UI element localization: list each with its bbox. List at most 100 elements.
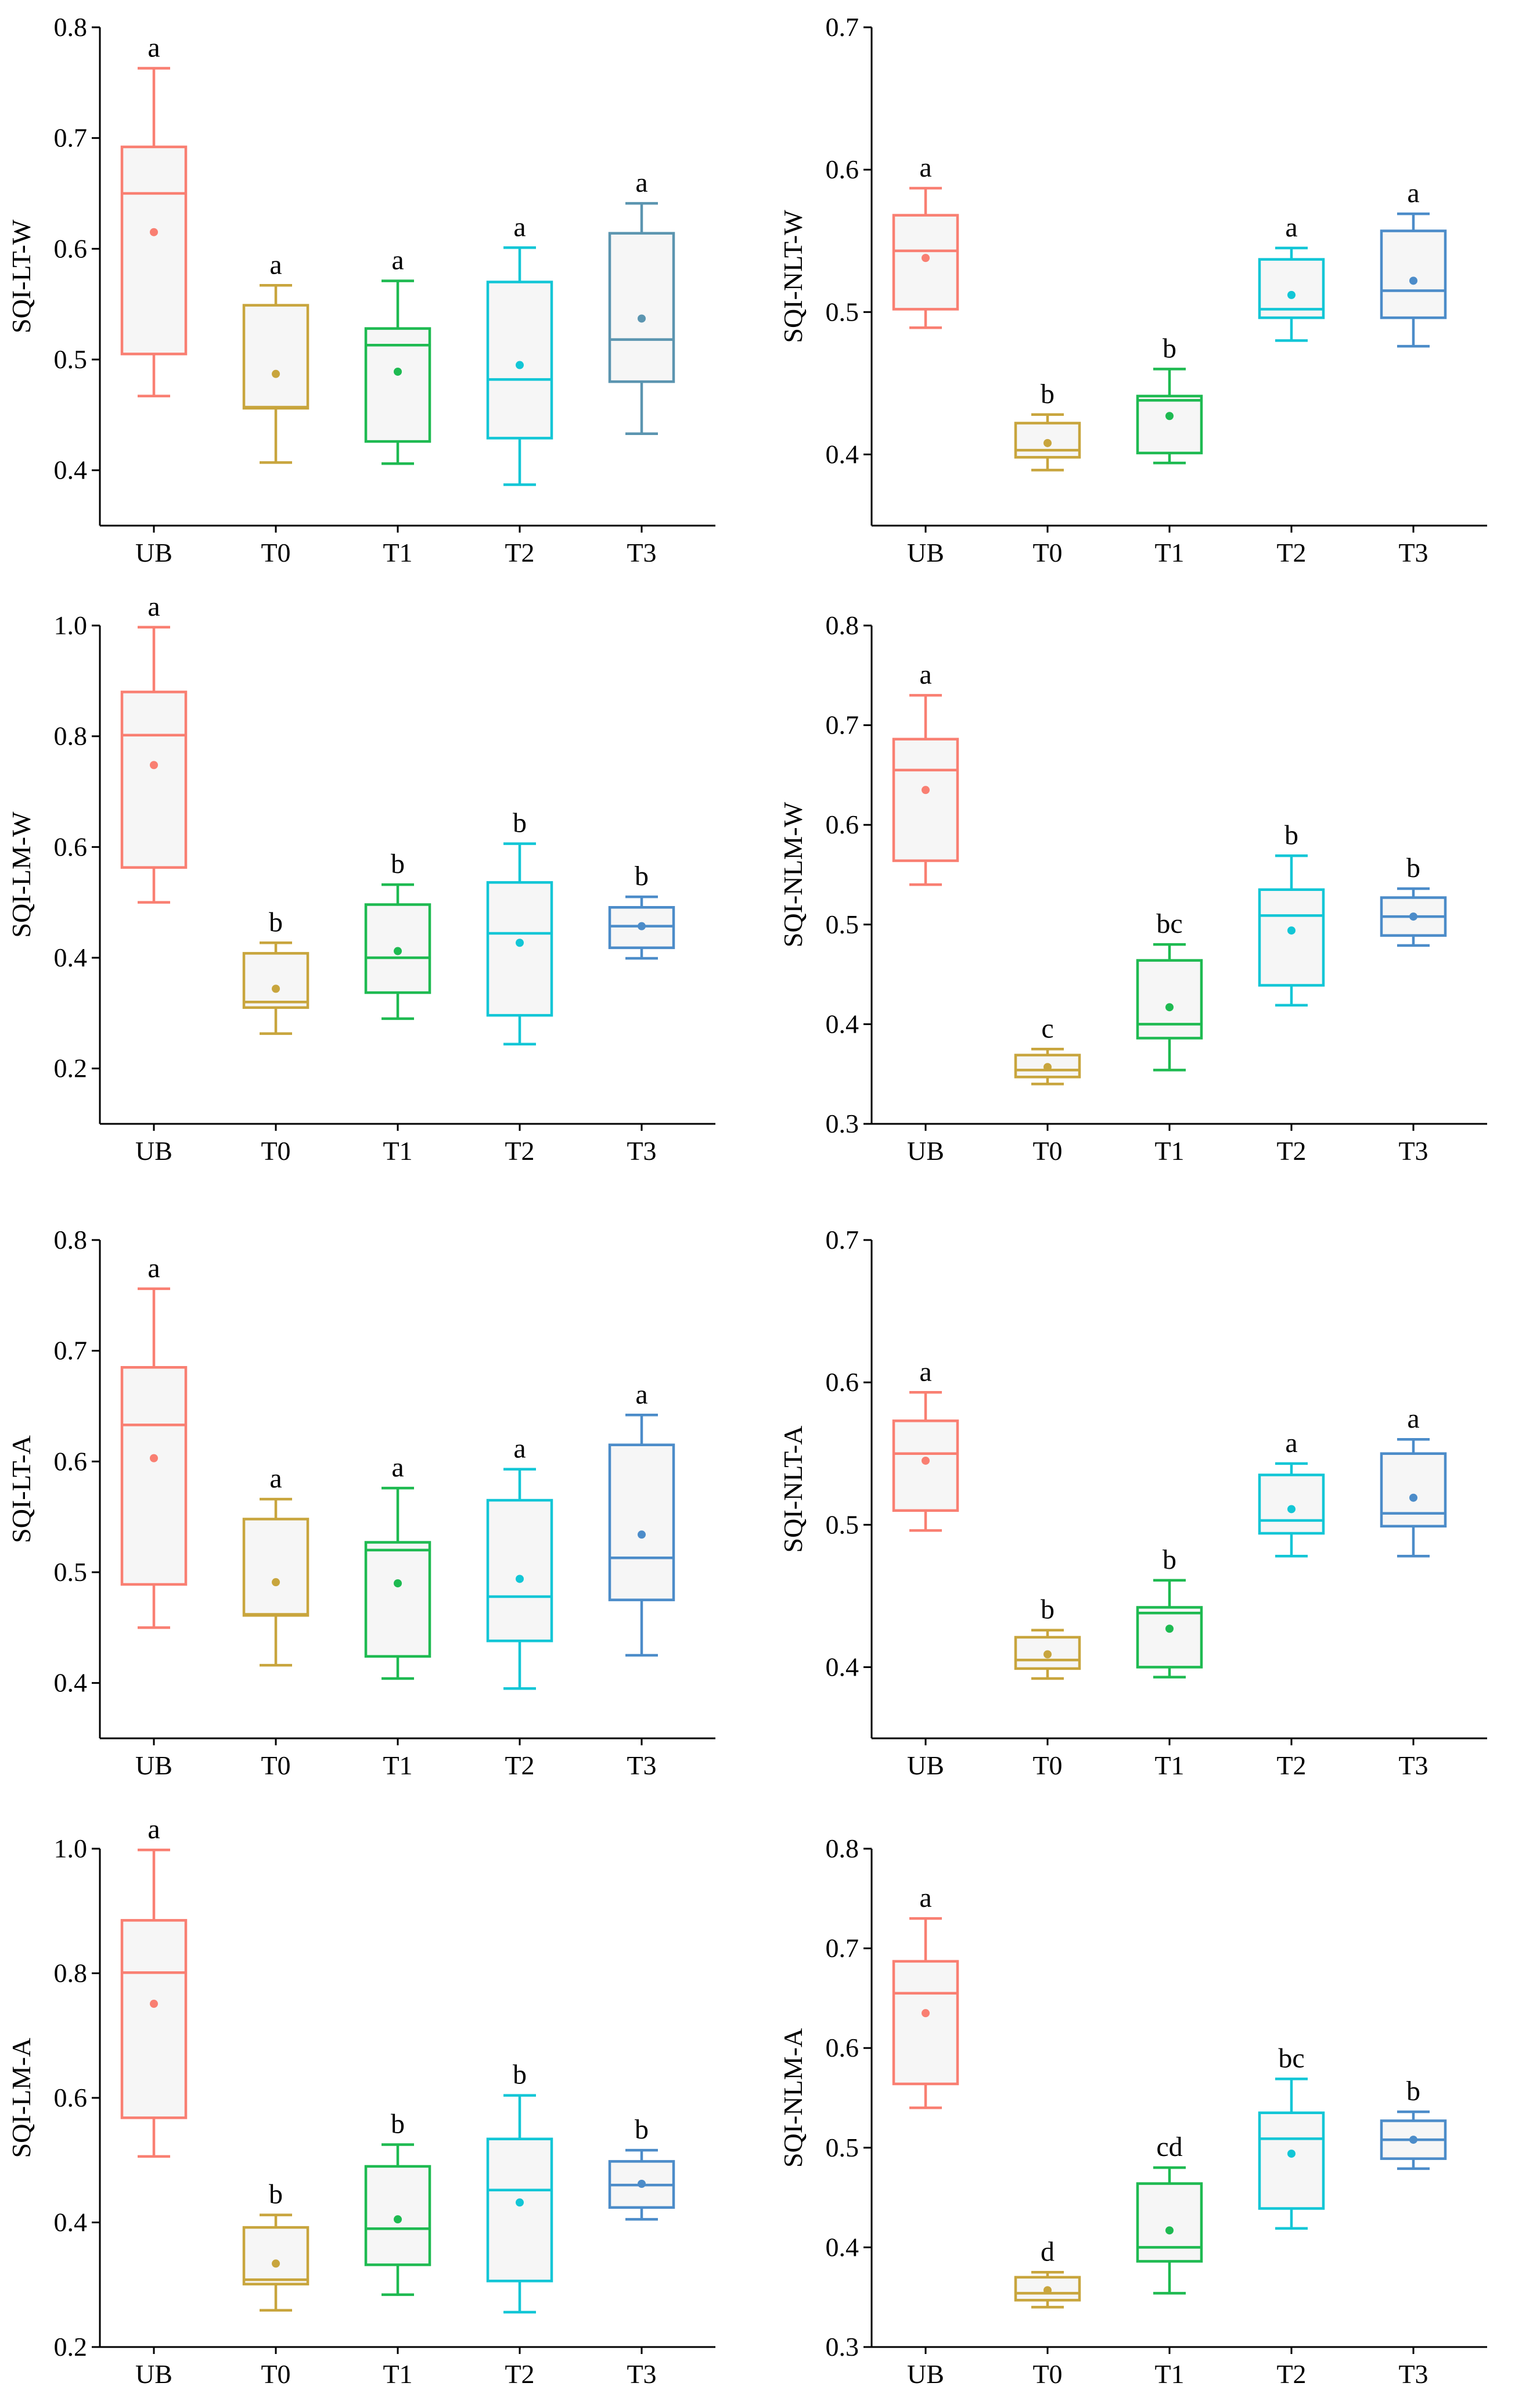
box-T3: b <box>1380 853 1447 947</box>
significance-label: b <box>269 2179 283 2210</box>
y-tick-label: 0.5 <box>54 344 88 374</box>
significance-label: b <box>1406 853 1420 883</box>
iqr-box <box>486 1498 553 1643</box>
x-tick-label: T3 <box>627 1136 656 1166</box>
x-tick-label: T0 <box>261 1136 290 1166</box>
y-axis-title: SQI-NLM-A <box>778 2028 808 2168</box>
box-T2: a <box>486 1433 553 1690</box>
y-tick-label: 0.4 <box>826 1652 859 1681</box>
y-tick-label: 0.5 <box>826 297 859 326</box>
y-tick-label: 0.6 <box>826 2033 859 2062</box>
x-tick-label: T3 <box>1398 1751 1428 1780</box>
box-T0: a <box>242 249 310 464</box>
significance-label: b <box>1163 1544 1176 1575</box>
significance-label: a <box>269 249 282 280</box>
y-tick-label: 0.5 <box>826 910 859 939</box>
mean-point <box>1043 439 1052 447</box>
iqr-box <box>120 1366 188 1586</box>
x-tick-label: UB <box>907 1136 944 1166</box>
y-tick-label: 0.5 <box>826 1510 859 1539</box>
y-tick-label: 0.6 <box>54 233 88 263</box>
box-T1: a <box>364 1452 431 1680</box>
mean-point <box>394 367 402 376</box>
iqr-box <box>1380 1452 1447 1528</box>
box-T1: b <box>364 849 431 1020</box>
x-tick-label: T1 <box>1154 1136 1184 1166</box>
box-T2: b <box>486 2060 553 2314</box>
x-tick-label: T3 <box>1398 538 1428 567</box>
x-tick-label: T1 <box>1154 1751 1184 1780</box>
chart-panel-sqi-nlt-a: 0.4 0.5 0.6 0.7 SQI-NLT-A UB a T0 b T1 b T2 a T3 a <box>778 1225 1487 1780</box>
iqr-box <box>242 2226 310 2285</box>
y-tick-label: 0.7 <box>54 123 88 153</box>
significance-label: a <box>269 1463 282 1494</box>
y-tick-label: 0.4 <box>826 439 859 469</box>
y-tick-label: 0.6 <box>826 1367 859 1397</box>
chart-panel-sqi-nlt-w: 0.4 0.5 0.6 0.7 SQI-NLT-W UB a T0 b T1 b T2 a T3 a <box>778 12 1487 567</box>
chart-panel-sqi-nlm-w: 0.3 0.4 0.5 0.6 0.7 0.8 SQI-NLM-W UB a T0 c T1 bc T2 b… <box>778 610 1487 1166</box>
mean-point <box>1043 1650 1052 1659</box>
x-tick-label: T2 <box>1276 1751 1306 1780</box>
x-tick-label: T1 <box>383 1136 412 1166</box>
chart-panel-sqi-lt-a: 0.4 0.5 0.6 0.7 0.8 SQI-LT-A UB a T0 a T1 a T2 a T3 a <box>6 1225 715 1780</box>
significance-label: b <box>391 2108 405 2139</box>
significance-label: a <box>1407 178 1419 209</box>
iqr-box <box>608 232 675 383</box>
x-tick-label: UB <box>135 538 172 567</box>
x-tick-label: T3 <box>627 538 656 567</box>
x-tick-label: UB <box>135 1136 172 1166</box>
y-tick-label: 0.8 <box>54 12 88 42</box>
x-tick-label: T0 <box>1032 2359 1062 2389</box>
y-tick-label: 0.8 <box>826 1834 859 1863</box>
box-T3: b <box>1380 2076 1447 2170</box>
y-tick-label: 0.6 <box>54 832 88 861</box>
box-T0: a <box>242 1463 310 1667</box>
iqr-box <box>242 304 310 410</box>
y-tick-label: 0.4 <box>54 2208 88 2237</box>
chart-panel-sqi-nlm-a: 0.3 0.4 0.5 0.6 0.7 0.8 SQI-NLM-A UB a T0 d T1 cd T2 b… <box>778 1834 1487 2389</box>
significance-label: a <box>919 659 931 690</box>
mean-point <box>1287 2150 1296 2158</box>
y-tick-label: 0.8 <box>54 1958 88 1988</box>
iqr-box <box>1258 1473 1325 1535</box>
chart-panel-sqi-lm-a: 0.2 0.4 0.6 0.8 1.0 SQI-LM-A UB a T0 b T1 b T2 b T3 b <box>6 1814 715 2389</box>
mean-point <box>394 947 402 955</box>
y-tick-label: 0.5 <box>826 2133 859 2162</box>
significance-label: a <box>919 1882 931 1913</box>
x-tick-label: T3 <box>1398 2359 1428 2389</box>
x-tick-label: T0 <box>1032 538 1062 567</box>
x-tick-label: T3 <box>627 1751 656 1780</box>
y-tick-label: 0.2 <box>54 1054 88 1083</box>
box-UB: a <box>120 1253 188 1629</box>
significance-label: a <box>1407 1403 1419 1434</box>
y-tick-label: 0.4 <box>54 1668 88 1698</box>
significance-label: a <box>513 1433 526 1464</box>
x-tick-label: T3 <box>1398 1136 1428 1166</box>
y-tick-label: 0.7 <box>54 1336 88 1365</box>
mean-point <box>150 1454 158 1462</box>
significance-label: b <box>269 907 283 937</box>
box-T0: d <box>1014 2236 1081 2309</box>
iqr-box <box>1136 2182 1203 2263</box>
mean-point <box>1409 1493 1417 1502</box>
significance-label: a <box>635 167 647 198</box>
x-tick-label: T0 <box>1032 1136 1062 1166</box>
significance-label: b <box>513 2060 527 2090</box>
mean-point <box>516 2198 524 2207</box>
significance-label: a <box>919 1356 931 1387</box>
box-T3: a <box>1380 178 1447 348</box>
significance-label: c <box>1041 1013 1053 1044</box>
chart-panel-sqi-lm-w: 0.2 0.4 0.6 0.8 1.0 SQI-LM-W UB a T0 b T1 b T2 b T3 b <box>6 591 715 1166</box>
mean-point <box>1287 926 1296 935</box>
x-tick-label: UB <box>135 2359 172 2389</box>
iqr-box <box>892 1419 959 1512</box>
box-T1: b <box>1136 333 1203 465</box>
significance-label: a <box>635 1379 647 1410</box>
y-tick-label: 1.0 <box>54 1834 88 1863</box>
x-tick-label: T0 <box>261 2359 290 2389</box>
mean-point <box>272 984 280 993</box>
y-axis-title: SQI-LT-A <box>6 1435 36 1543</box>
x-tick-label: T2 <box>1276 2359 1306 2389</box>
mean-point <box>638 922 646 930</box>
x-tick-label: T2 <box>1276 1136 1306 1166</box>
